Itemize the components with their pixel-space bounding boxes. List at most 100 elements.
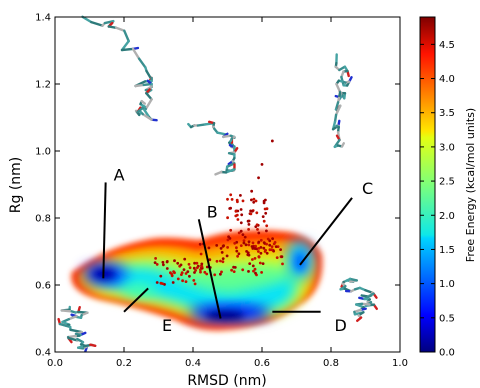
high-energy-point	[268, 239, 272, 243]
molecule-bond	[141, 105, 151, 119]
molecule-bond	[67, 315, 78, 321]
high-energy-point	[230, 198, 234, 201]
high-energy-point	[199, 270, 202, 274]
high-energy-point	[257, 250, 260, 253]
high-energy-point	[279, 248, 282, 252]
high-energy-point	[242, 241, 246, 245]
molecule-bond	[114, 26, 126, 32]
high-energy-point	[247, 223, 251, 226]
high-energy-point	[252, 200, 256, 204]
high-energy-point	[254, 271, 257, 275]
high-energy-point	[248, 262, 252, 265]
molecule-bond	[214, 170, 223, 176]
high-energy-point	[252, 197, 256, 201]
y-axis-label: Rg (nm)	[8, 157, 24, 214]
molecule-bond	[196, 123, 207, 127]
high-energy-point	[186, 270, 190, 273]
y-tick-label: 0.6	[35, 281, 51, 292]
high-energy-point	[250, 198, 253, 202]
high-energy-point	[271, 237, 274, 241]
high-energy-point	[236, 218, 240, 221]
energy-landscape	[71, 139, 323, 331]
molecule-structures	[57, 15, 378, 353]
x-tick-label: 0.0	[47, 358, 63, 369]
high-energy-point	[242, 239, 246, 243]
high-energy-point	[281, 262, 284, 266]
high-energy-point	[237, 252, 241, 256]
x-axis-label: RMSD (nm)	[187, 373, 266, 388]
high-energy-point	[226, 246, 230, 249]
high-energy-point	[259, 246, 263, 249]
colorbar-tick-label: 3.0	[439, 142, 455, 153]
high-energy-point	[255, 223, 259, 227]
high-energy-point	[180, 271, 184, 275]
annotation-label-e: E	[162, 316, 172, 335]
high-energy-point	[187, 262, 191, 266]
high-energy-point	[229, 228, 233, 232]
high-energy-point	[250, 189, 254, 193]
basin-annotations: A B C D E	[102, 165, 373, 335]
high-energy-point	[225, 254, 229, 258]
high-energy-point	[262, 219, 266, 223]
x-tick-label: 0.6	[254, 358, 270, 369]
high-energy-point	[193, 282, 197, 286]
high-energy-point	[161, 260, 165, 264]
colorbar-tick-label: 4.5	[439, 40, 455, 51]
high-energy-point	[161, 282, 164, 285]
y-tick-label: 1.2	[35, 80, 51, 91]
high-energy-point	[253, 257, 257, 260]
high-energy-point	[257, 176, 260, 180]
high-energy-point	[219, 259, 222, 263]
high-energy-point	[176, 261, 180, 265]
high-energy-point	[247, 219, 251, 223]
high-energy-point	[234, 209, 238, 213]
colorbar-tick-label: 0.5	[439, 313, 455, 324]
high-energy-point	[265, 207, 269, 211]
x-tick-label: 0.2	[116, 358, 132, 369]
high-energy-point	[265, 242, 268, 246]
molecule-bond	[144, 98, 153, 111]
high-energy-point	[254, 199, 258, 203]
high-energy-point	[247, 228, 251, 231]
high-energy-point	[251, 258, 254, 261]
molecule-bond	[136, 105, 146, 114]
high-energy-point	[213, 273, 217, 277]
high-energy-point	[252, 269, 255, 273]
molecule-bond	[335, 82, 342, 94]
high-energy-point	[236, 254, 240, 258]
molecule-side-bond	[89, 343, 97, 347]
high-energy-point	[181, 279, 185, 283]
high-energy-point	[155, 263, 159, 266]
high-energy-point	[236, 200, 239, 204]
high-energy-point	[241, 199, 245, 203]
molecule-bond	[60, 309, 74, 313]
high-energy-point	[173, 259, 176, 263]
molecule-bond	[334, 101, 340, 111]
annotation-line-c	[299, 197, 353, 266]
high-energy-point	[154, 257, 158, 260]
high-energy-point	[260, 163, 264, 166]
high-energy-point	[235, 249, 239, 253]
axes-frame	[54, 16, 401, 353]
high-energy-point	[261, 215, 265, 219]
high-energy-point	[268, 243, 272, 247]
molecule-bond	[340, 142, 345, 148]
high-energy-point	[265, 251, 269, 255]
colorbar-tick-label: 2.0	[439, 211, 455, 222]
high-energy-point	[251, 247, 255, 250]
high-energy-point	[239, 244, 243, 248]
high-energy-point	[245, 250, 249, 253]
annotation-label-a: A	[114, 165, 125, 184]
molecule-side-bond	[356, 316, 363, 322]
high-energy-point	[239, 194, 242, 197]
molecule-bond	[123, 29, 130, 43]
molecule-bond	[81, 15, 93, 24]
high-energy-point	[262, 201, 266, 205]
high-energy-point	[241, 268, 245, 272]
molecule-bond	[58, 322, 72, 329]
high-energy-point	[251, 241, 255, 245]
high-energy-point	[235, 213, 239, 217]
high-energy-point	[171, 281, 175, 284]
x-tick-label: 1.0	[392, 358, 408, 369]
high-energy-point	[264, 248, 267, 252]
